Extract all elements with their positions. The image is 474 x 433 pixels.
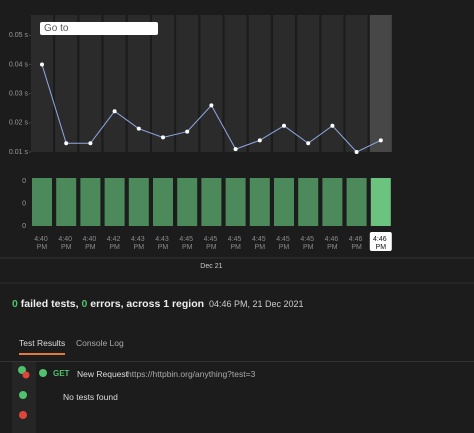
y-axis-label: 0 [22, 200, 26, 207]
x-tick-label: 4:42 PM [107, 236, 123, 251]
column [176, 15, 199, 152]
point [136, 126, 141, 131]
point [161, 135, 165, 140]
y-tick-label: 0.02 s [9, 120, 29, 127]
request-name[interactable]: New Request [77, 369, 129, 379]
y-tick-label: 0.03 s [9, 91, 29, 98]
y-tick-label: 0.04 s [9, 61, 29, 68]
bar [225, 178, 246, 226]
empty-message: No tests found [63, 392, 118, 402]
bar [322, 178, 343, 226]
x-tick-label: 4:40 PM [34, 236, 50, 251]
bar [80, 178, 101, 226]
x-tick-label: 4:45 PM [179, 236, 195, 251]
chart: 0.01 s 0.02 s 0.03 s 0.04 s 0.05 s 0 0 0 4:40 PM… [0, 15, 474, 284]
point [282, 123, 286, 128]
bar [104, 178, 125, 226]
bar [153, 178, 173, 226]
failed-count: 0 [12, 298, 18, 310]
point [378, 138, 383, 143]
bar [177, 178, 198, 226]
column [31, 15, 53, 152]
column [248, 15, 271, 152]
x-tick-label: 4:40 PM [83, 236, 99, 251]
x-tick-label: 4:46 PM [373, 236, 389, 251]
request-method: GET [53, 369, 69, 378]
point [233, 147, 238, 152]
bar [32, 178, 52, 226]
point [64, 141, 69, 146]
failed-label: failed tests, [20, 298, 79, 310]
x-tick-label: 4:43 PM [155, 236, 171, 251]
x-tick-label: 4:46 PM [349, 236, 365, 251]
bar [274, 178, 294, 226]
x-axis-label: Dec 21 [200, 263, 222, 270]
y-axis-label: 0 [22, 178, 26, 185]
tab[interactable]: Console Log [76, 338, 124, 348]
bar [249, 178, 270, 226]
y-axis-label: 0 [22, 223, 26, 230]
y-tick-label: 0.05 s [9, 32, 29, 39]
column [345, 15, 368, 152]
column [55, 15, 78, 152]
bar [370, 178, 391, 226]
column [79, 15, 102, 152]
column [152, 15, 174, 152]
method: GET [53, 369, 70, 378]
bar [346, 178, 367, 226]
bar [298, 178, 319, 226]
column [297, 15, 320, 152]
point [88, 141, 93, 146]
column [369, 15, 392, 152]
column [321, 15, 344, 152]
divider [0, 361, 474, 362]
point [354, 150, 359, 154]
column [103, 15, 126, 152]
errors-label: errors, across 1 region [90, 298, 205, 310]
point [112, 109, 117, 114]
x-tick-label: 4:43 PM [131, 236, 147, 251]
column [200, 15, 223, 152]
status-icons [18, 366, 47, 419]
column [127, 15, 150, 152]
summary: 0 failed tests, 0 errors, across 1 regio… [12, 298, 304, 310]
x-tick-label: 4:45 PM [300, 236, 316, 251]
bar [201, 178, 222, 226]
x-tick-label: 4:40 PM [58, 236, 74, 251]
selected-label-bg [369, 232, 392, 251]
point [306, 141, 311, 146]
point [257, 138, 262, 143]
timestamp: 04:46 PM, 21 Dec 2021 [208, 299, 304, 309]
tab[interactable]: Test Results [19, 338, 66, 355]
bar [128, 178, 149, 226]
request-url: https://httpbin.org/anything?test=3 [127, 369, 256, 379]
x-tick-label: 4:45 PM [228, 236, 244, 251]
point [40, 62, 44, 67]
point [330, 123, 335, 128]
error-count: 0 [81, 298, 88, 310]
x-tick-label: 4:45 PM [276, 236, 292, 251]
x-tick-label: 4:45 PM [204, 236, 220, 251]
point [185, 129, 190, 134]
column [224, 15, 247, 152]
x-tick-label: 4:46 PM [325, 236, 341, 251]
search-input[interactable]: Go to [40, 22, 158, 35]
column [273, 15, 295, 152]
bar [56, 178, 77, 226]
x-tick-label: 4:45 PM [252, 236, 268, 251]
y-tick-label: 0.01 s [9, 149, 29, 156]
point [209, 103, 214, 108]
